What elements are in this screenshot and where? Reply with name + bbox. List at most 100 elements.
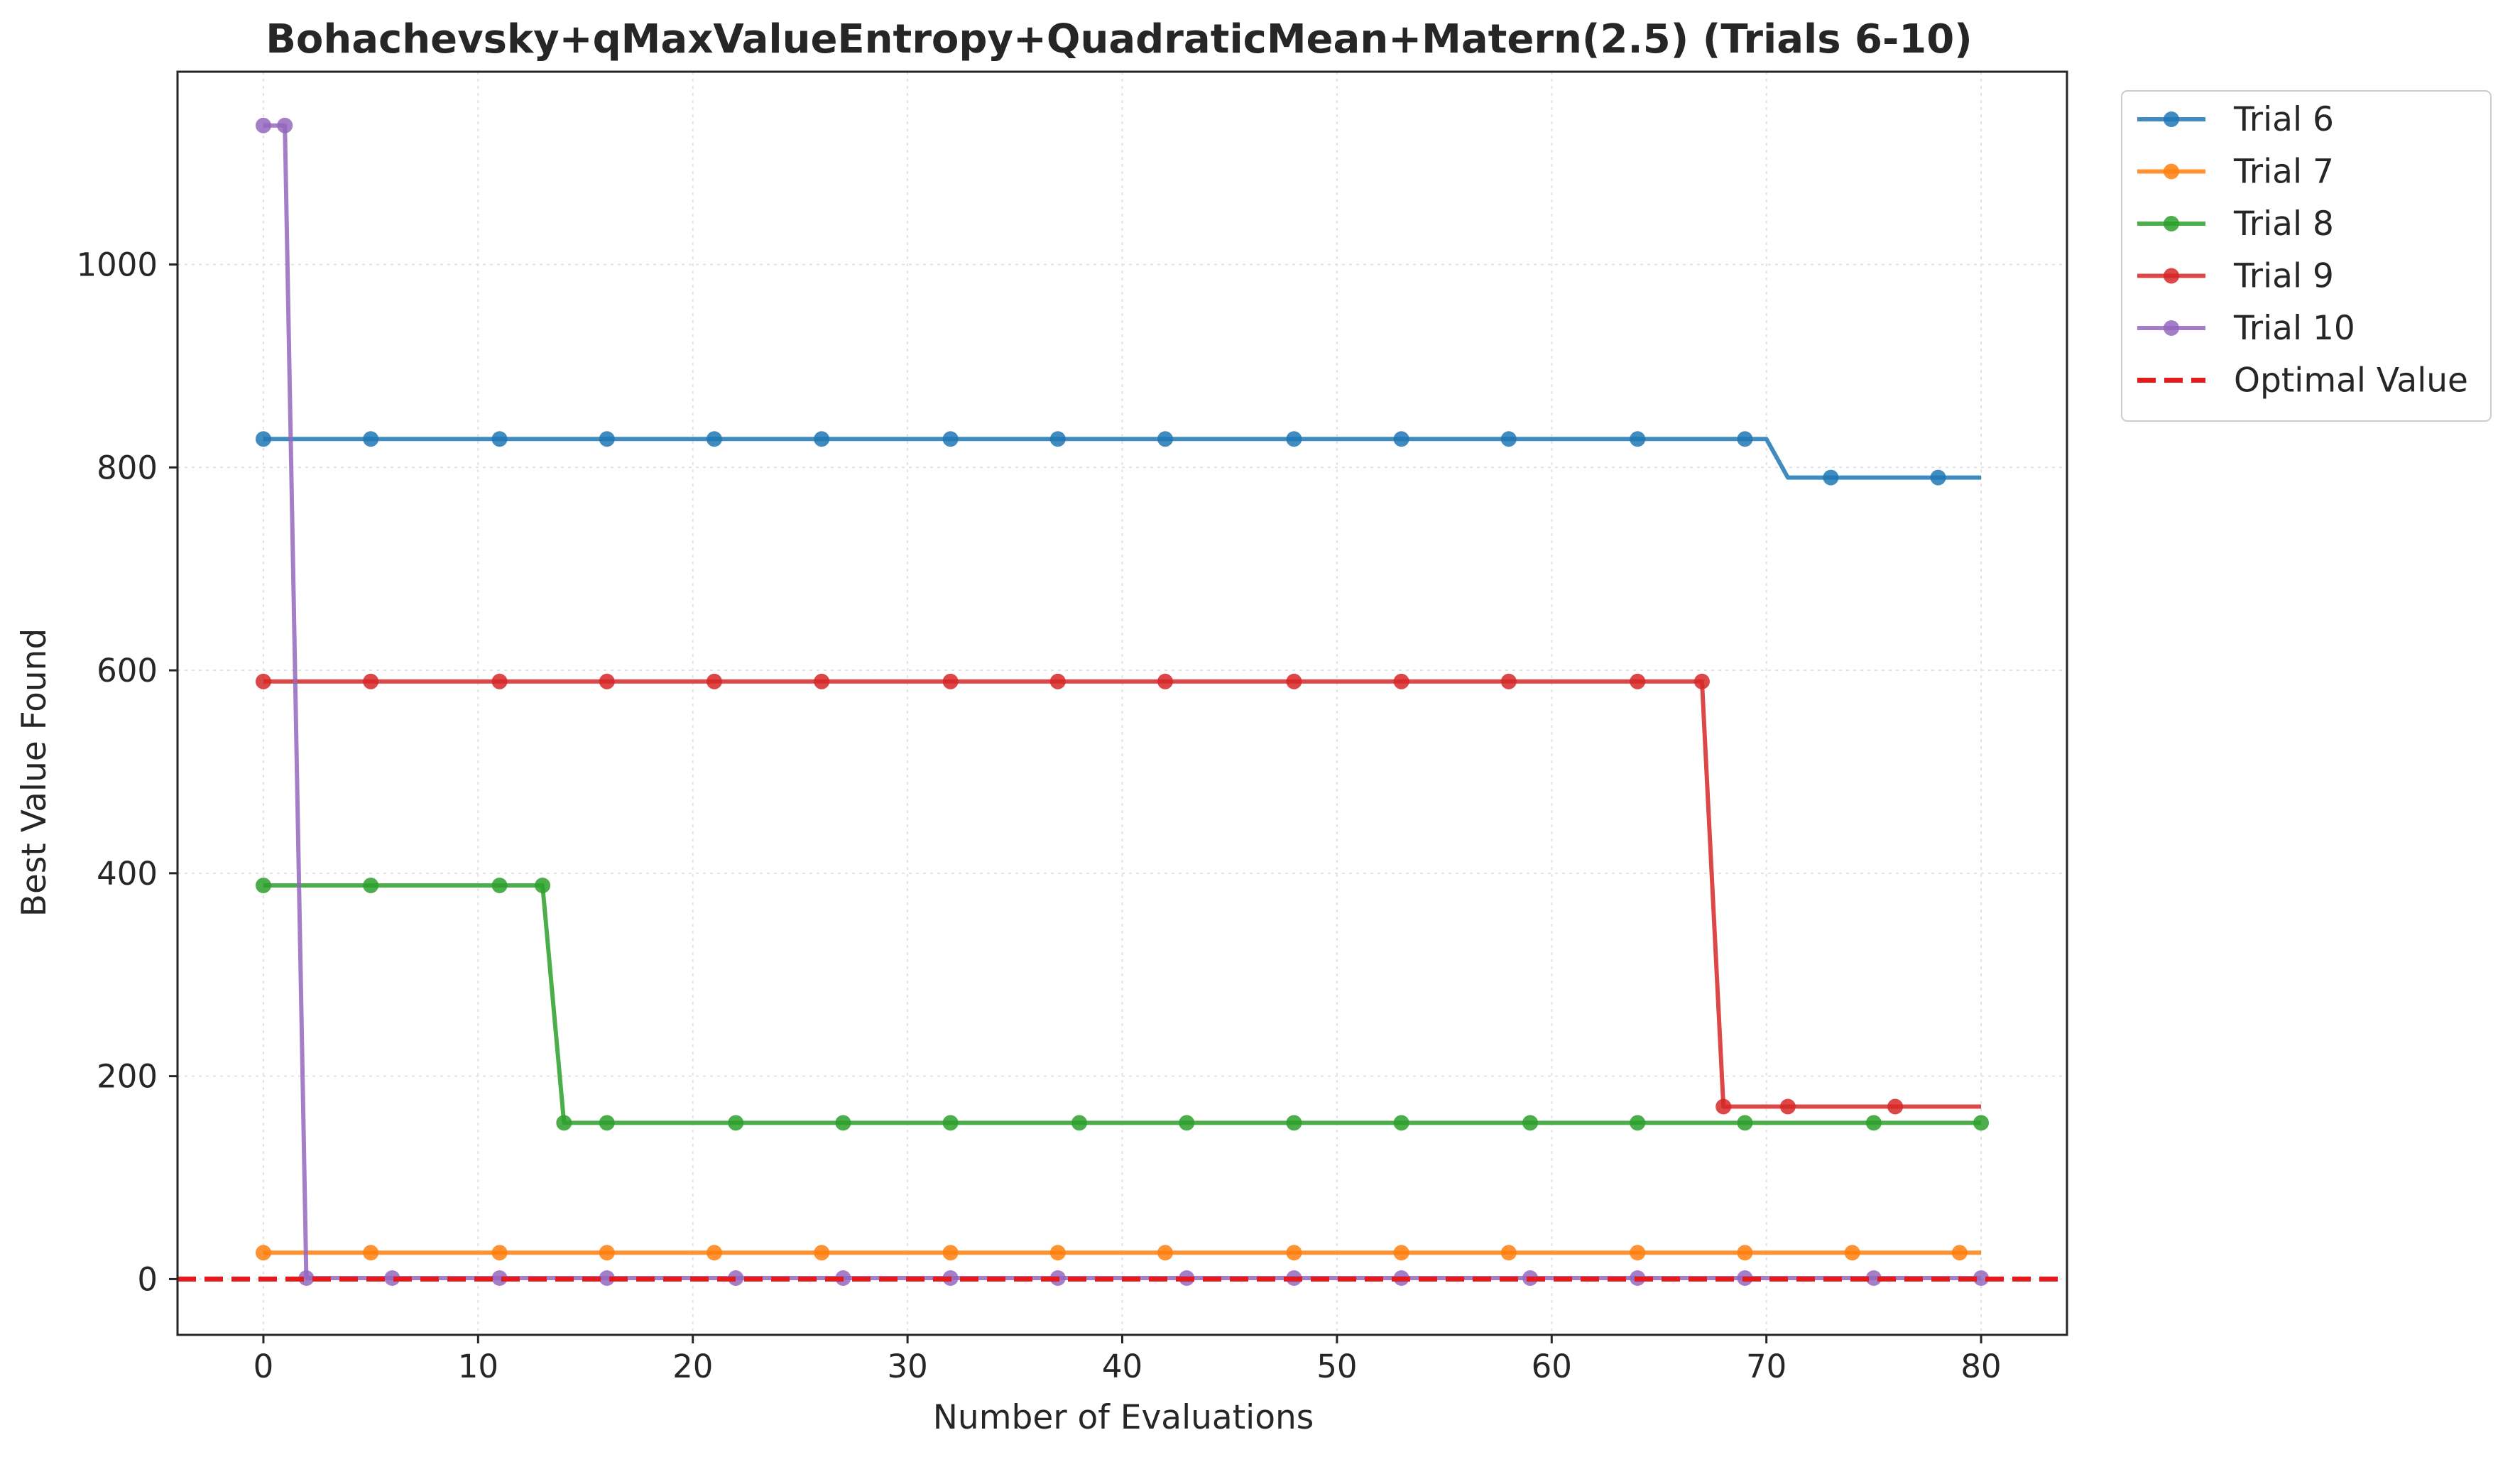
x-tick-label: 40	[1102, 1348, 1142, 1385]
legend-label: Optimal Value	[2234, 361, 2468, 400]
legend-label: Trial 6	[2233, 100, 2334, 139]
legend-swatch-marker	[2164, 163, 2179, 180]
data-point	[599, 1115, 615, 1131]
data-point	[1779, 1098, 1796, 1115]
x-tick-label: 20	[672, 1348, 713, 1385]
data-point	[1157, 1245, 1173, 1261]
data-point	[1157, 431, 1173, 447]
legend: Trial 6 Trial 7 Trial 8 Trial 9 Trial 10 Opti…	[2121, 90, 2492, 422]
data-point	[1844, 1245, 1860, 1261]
data-point	[599, 1270, 615, 1286]
data-point	[1865, 1115, 1882, 1131]
data-point	[1049, 1245, 1066, 1261]
data-point	[491, 431, 508, 447]
data-point	[1737, 1115, 1753, 1131]
data-point	[1393, 1245, 1409, 1261]
data-point	[599, 1245, 615, 1261]
data-point	[255, 1245, 271, 1261]
data-point	[1286, 673, 1302, 689]
data-point	[706, 673, 722, 689]
data-point	[1930, 469, 1946, 486]
data-point	[706, 1245, 722, 1261]
data-point	[363, 1245, 379, 1261]
data-point	[298, 1270, 315, 1286]
data-point	[1973, 1270, 1990, 1286]
legend-label: Trial 7	[2233, 153, 2334, 192]
series-2	[255, 1245, 1982, 1261]
data-point	[728, 1270, 744, 1286]
legend-label: Trial 10	[2233, 309, 2355, 348]
y-axis-label: Best Value Found	[15, 628, 54, 917]
data-point	[599, 673, 615, 689]
data-point	[1522, 1115, 1539, 1131]
y-tick-label: 0	[137, 1260, 158, 1298]
series-4	[255, 673, 1982, 1115]
data-point	[1630, 431, 1646, 447]
y-tick-label: 600	[97, 652, 158, 689]
data-point	[1500, 1245, 1517, 1261]
legend-entry: Optimal Value	[2137, 361, 2468, 400]
data-point	[835, 1115, 851, 1131]
y-tick-label: 200	[97, 1058, 158, 1096]
data-point	[1393, 431, 1409, 447]
data-point	[814, 431, 830, 447]
y-tick-label: 800	[97, 449, 158, 486]
data-point	[1179, 1115, 1195, 1131]
data-point	[1865, 1270, 1882, 1286]
data-point	[1737, 431, 1753, 447]
data-point	[491, 877, 508, 893]
legend-entry: Trial 10	[2137, 309, 2355, 348]
x-tick-label: 0	[253, 1348, 274, 1385]
series-1	[255, 431, 1982, 486]
data-point	[1157, 673, 1173, 689]
data-point	[1393, 673, 1409, 689]
plot-series	[178, 117, 2067, 1286]
y-tick-label: 1000	[76, 246, 158, 283]
series-line	[263, 437, 1982, 480]
legend-swatch-marker	[2164, 320, 2179, 336]
data-point	[1500, 431, 1517, 447]
data-point	[491, 1270, 508, 1286]
data-point	[255, 117, 271, 133]
legend-swatch-marker	[2164, 268, 2179, 284]
data-point	[277, 117, 293, 133]
data-point	[1630, 1115, 1646, 1131]
data-point	[556, 1115, 572, 1131]
data-point	[1630, 673, 1646, 689]
data-point	[942, 1245, 959, 1261]
x-tick-label: 70	[1746, 1348, 1787, 1385]
legend-entry: Trial 7	[2137, 153, 2334, 192]
legend-box	[2121, 90, 2492, 422]
legend-swatch-marker	[2164, 111, 2179, 127]
data-point	[1286, 431, 1302, 447]
data-point	[942, 1115, 959, 1131]
data-point	[1393, 1115, 1409, 1131]
legend-entry: Trial 8	[2137, 204, 2334, 244]
data-point	[1887, 1098, 1904, 1115]
data-point	[599, 431, 615, 447]
legend-label: Trial 9	[2233, 257, 2334, 296]
x-tick-label: 60	[1532, 1348, 1572, 1385]
data-point	[1693, 673, 1710, 689]
data-point	[535, 877, 551, 893]
data-point	[1716, 1098, 1732, 1115]
data-point	[255, 877, 271, 893]
legend-swatch-marker	[2164, 216, 2179, 231]
data-point	[728, 1115, 744, 1131]
data-point	[1973, 1115, 1990, 1131]
data-point	[1737, 1245, 1753, 1261]
data-point	[1071, 1115, 1088, 1131]
data-point	[942, 431, 959, 447]
data-point	[1823, 469, 1839, 486]
data-point	[1286, 1115, 1302, 1131]
data-point	[1049, 673, 1066, 689]
data-point	[1286, 1245, 1302, 1261]
data-point	[491, 1245, 508, 1261]
data-point	[1630, 1245, 1646, 1261]
y-tick-label: 400	[97, 855, 158, 893]
data-point	[1951, 1245, 1968, 1261]
data-point	[1049, 431, 1066, 447]
